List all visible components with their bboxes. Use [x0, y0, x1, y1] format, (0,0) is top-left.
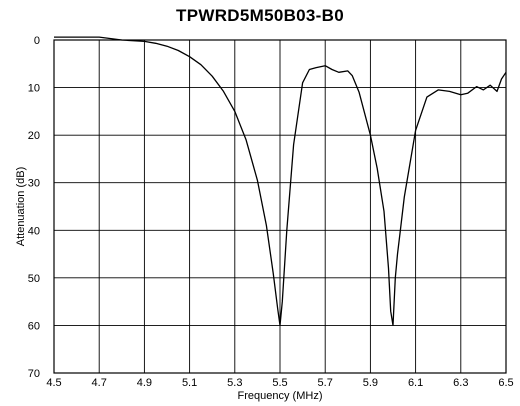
x-tick-label: 5.7 [318, 377, 333, 389]
y-tick-label: 0 [34, 35, 40, 47]
x-tick-label: 6.5 [498, 377, 513, 389]
x-tick-label: 4.9 [137, 377, 152, 389]
x-axis-label: Frequency (MHz) [238, 390, 323, 402]
x-tick-label: 5.1 [182, 377, 197, 389]
tick-labels: 4.5 4.7 4.9 5.1 5.3 5.5 5.7 5.9 6.1 6.3 6.5 0 10 20 30… [28, 35, 514, 389]
x-tick-label: 4.5 [46, 377, 61, 389]
series-layer [54, 36, 507, 327]
x-tick-label: 5.5 [272, 377, 287, 389]
attenuation-series-line [54, 36, 507, 327]
chart-title: TPWRD5M50B03-B0 [176, 6, 344, 25]
y-tick-label: 40 [28, 225, 40, 237]
y-tick-label: 10 [28, 83, 40, 95]
x-tick-label: 6.3 [453, 377, 468, 389]
plot-frame [53, 39, 507, 374]
x-tick-label: 6.1 [408, 377, 423, 389]
x-tick-label: 5.9 [363, 377, 378, 389]
y-tick-label: 50 [28, 273, 40, 285]
y-tick-label: 30 [28, 178, 40, 190]
y-tick-label: 60 [28, 320, 40, 332]
y-tick-label: 20 [28, 130, 40, 142]
x-tick-label: 5.3 [227, 377, 242, 389]
x-tick-label: 4.7 [92, 377, 107, 389]
y-axis-label: Attenuation (dB) [15, 167, 27, 247]
y-tick-label: 70 [28, 368, 40, 380]
